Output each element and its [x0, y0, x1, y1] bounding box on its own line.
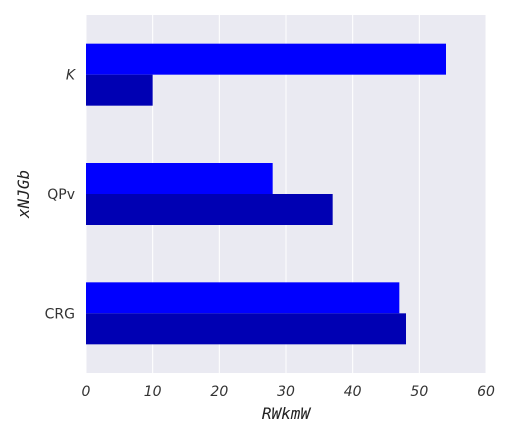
x-axis-label: RWkmW [262, 404, 312, 423]
bar-crg-series-2 [86, 313, 406, 345]
bars [86, 43, 446, 345]
x-tick-label: 50 [410, 384, 428, 400]
y-tick-labels: K QPv CRG [45, 68, 77, 323]
y-tick-label-qpv: QPv [47, 187, 75, 203]
bar-k-series-2 [86, 74, 153, 106]
bar-crg-series-1 [86, 282, 400, 314]
bar-k-series-1 [86, 43, 446, 75]
x-tick-label: 30 [277, 384, 295, 400]
x-tick-label: 10 [144, 384, 162, 400]
x-tick-label: 40 [344, 384, 362, 400]
x-tick-label: 0 [82, 384, 91, 400]
y-tick-label-k: K [66, 68, 77, 84]
bar-qpv-series-2 [86, 194, 333, 225]
x-tick-label: 20 [210, 384, 228, 400]
y-tick-label-crg: CRG [45, 306, 75, 322]
y-axis-label: xNJGb [14, 170, 33, 219]
x-tick-labels: 0 10 20 30 40 50 60 [82, 384, 495, 400]
bar-qpv-series-1 [86, 163, 273, 194]
x-tick-label: 60 [477, 384, 495, 400]
